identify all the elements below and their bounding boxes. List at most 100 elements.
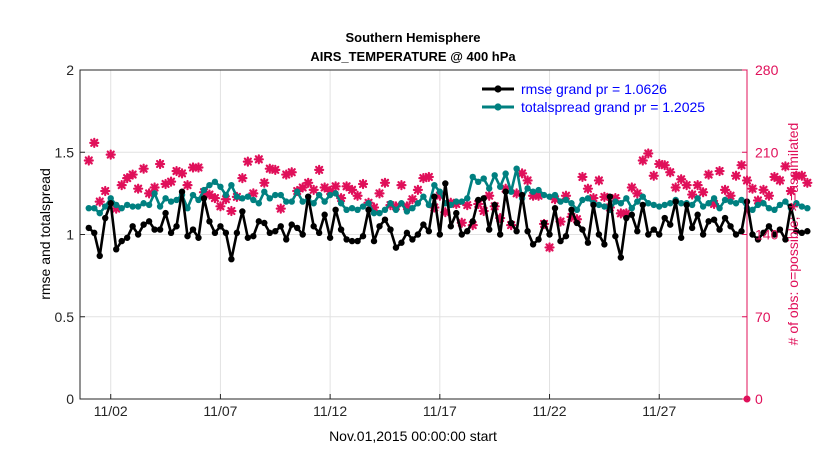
obs-marker-stroke xyxy=(353,191,362,200)
rmse-point xyxy=(91,229,98,237)
totalspread-point xyxy=(200,186,208,194)
totalspread-point xyxy=(546,193,553,200)
obs-marker xyxy=(94,196,105,207)
obs-marker xyxy=(297,182,308,193)
totalspread-point xyxy=(365,200,372,207)
obs-marker-stroke xyxy=(194,163,203,172)
obs-marker-stroke xyxy=(627,183,636,192)
obs-marker-stroke xyxy=(682,181,691,190)
totalspread-point xyxy=(228,181,235,189)
obs-marker-stroke xyxy=(315,165,324,174)
totalspread-point xyxy=(91,204,98,212)
totalspread-point xyxy=(376,209,383,217)
totalspread-point xyxy=(140,200,147,207)
totalspread-point xyxy=(667,200,674,207)
rmse-point xyxy=(562,232,570,240)
obs-marker-stroke xyxy=(803,178,812,187)
obs-marker-stroke xyxy=(331,182,340,191)
series-layer xyxy=(83,137,813,403)
totalspread-point xyxy=(584,195,592,202)
rmse-point xyxy=(634,228,641,235)
totalspread-point xyxy=(189,191,197,199)
obs-marker xyxy=(703,169,714,180)
rmse-point xyxy=(370,237,378,245)
rmse-point xyxy=(403,229,411,237)
totalspread-point xyxy=(595,201,603,209)
rmse-point xyxy=(672,198,679,205)
obs-marker xyxy=(176,168,188,179)
totalspread-point xyxy=(145,201,153,209)
obs-marker-stroke xyxy=(183,181,192,190)
obs-marker-stroke xyxy=(622,209,631,218)
obs-marker xyxy=(643,148,654,159)
rmse-point xyxy=(217,223,224,230)
totalspread-point xyxy=(420,193,427,200)
totalspread-point xyxy=(480,175,487,182)
totalspread-point xyxy=(639,193,646,200)
totalspread-point xyxy=(732,200,740,207)
rmse-point xyxy=(617,254,625,261)
totalspread-point xyxy=(469,173,476,181)
totalspread-point xyxy=(502,170,509,177)
rmse-point xyxy=(551,204,559,212)
rmse-point xyxy=(239,208,246,215)
totalspread-point xyxy=(628,204,636,212)
obs-marker-stroke xyxy=(781,162,790,171)
obs-marker-stroke xyxy=(699,188,708,197)
rmse-point xyxy=(228,255,235,263)
rmse-point xyxy=(200,195,208,202)
obs-marker-stroke xyxy=(309,185,318,194)
rmse-point xyxy=(277,223,284,230)
obs-marker xyxy=(659,160,670,171)
rmse-point xyxy=(387,226,394,233)
totalspread-point xyxy=(727,198,734,205)
y-tick-label-left: 2 xyxy=(66,62,74,78)
obs-marker-stroke xyxy=(216,202,225,211)
obs-marker-stroke xyxy=(287,168,296,177)
totalspread-point xyxy=(266,195,273,202)
totalspread-point xyxy=(272,191,279,199)
rmse-point xyxy=(645,231,652,238)
obs-marker-stroke xyxy=(210,193,220,203)
rmse-point xyxy=(557,237,564,245)
totalspread-point xyxy=(211,178,219,186)
rmse-point xyxy=(398,239,405,246)
rmse-point xyxy=(145,218,153,225)
rmse-point xyxy=(776,226,784,233)
rmse-point xyxy=(573,219,581,227)
rmse-point xyxy=(650,226,657,233)
rmse-point xyxy=(151,226,158,233)
rmse-point xyxy=(255,218,263,225)
obs-marker xyxy=(357,178,369,190)
totalspread-point xyxy=(699,203,707,210)
totalspread-point xyxy=(551,191,559,199)
rmse-point xyxy=(250,232,257,240)
totalspread-point xyxy=(601,203,608,210)
obs-marker xyxy=(763,190,775,201)
rmse-point xyxy=(771,231,778,238)
rmse-point xyxy=(294,224,301,232)
rmse-point xyxy=(102,214,109,222)
rmse-point xyxy=(310,223,317,230)
x-tick-label: 11/07 xyxy=(203,403,237,419)
rmse-point xyxy=(178,188,186,195)
rmse-point xyxy=(233,229,241,237)
rmse-point xyxy=(348,237,356,245)
x-tick-label: 11/12 xyxy=(313,403,347,419)
obs-marker xyxy=(412,184,423,195)
obs-marker xyxy=(248,188,259,199)
totalspread-point xyxy=(694,195,701,202)
rmse-point xyxy=(502,188,509,195)
rmse-point xyxy=(765,223,773,230)
obs-marker xyxy=(105,149,116,160)
rmse-point xyxy=(601,241,608,248)
obs-marker xyxy=(193,162,204,173)
obs-marker xyxy=(270,164,281,175)
totalspread-point xyxy=(573,206,581,214)
obs-marker xyxy=(396,180,407,191)
rmse-point xyxy=(464,228,471,235)
totalspread-point xyxy=(283,198,290,205)
obs-marker-stroke xyxy=(715,166,724,176)
obs-marker-stroke xyxy=(254,155,263,164)
